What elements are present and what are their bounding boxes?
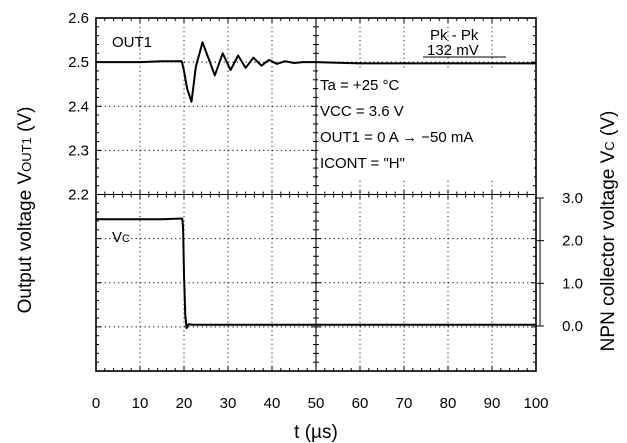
y-axis-title-right: NPN collector voltage VC (V) <box>598 111 619 352</box>
y-tick-label-upper: 2.4 <box>68 98 89 115</box>
annotation-box <box>318 68 534 180</box>
x-tick-labels: 0 10 20 30 40 50 60 70 80 90 100 <box>92 395 549 412</box>
annotation-icont: ICONT = "H" <box>320 155 405 172</box>
x-tick-label: 40 <box>264 395 281 412</box>
y-tick-labels-lower: 3.0 2.0 1.0 0.0 <box>562 190 583 335</box>
y-tick-label-upper: 2.6 <box>68 10 89 27</box>
trace-vc <box>96 217 536 330</box>
y-tick-label-lower: 1.0 <box>562 275 583 292</box>
x-tick-label: 0 <box>92 395 100 412</box>
x-tick-label: 30 <box>220 395 237 412</box>
x-tick-label: 70 <box>396 395 413 412</box>
x-tick-label: 80 <box>440 395 457 412</box>
x-tick-label: 100 <box>523 395 548 412</box>
x-tick-label: 60 <box>352 395 369 412</box>
y-tick-label-upper: 2.5 <box>68 54 89 71</box>
y-tick-labels-upper: 2.6 2.5 2.4 2.3 2.2 <box>68 10 89 204</box>
x-tick-label: 50 <box>308 395 325 412</box>
y-axis-title-left: Output voltage VOUT1 (V) <box>15 107 36 314</box>
series-label-vc: VC <box>112 229 130 246</box>
y-tick-label-lower: 3.0 <box>562 190 583 207</box>
pkpk-value: 132 mV <box>427 42 479 59</box>
x-tick-label: 10 <box>132 395 149 412</box>
y-tick-label-lower: 2.0 <box>562 233 583 250</box>
annotation-out1: OUT1 = 0 A → −50 mA <box>320 129 473 146</box>
annotation-vcc: VCC = 3.6 V <box>320 103 404 120</box>
pkpk-label: Pk - Pk <box>430 27 479 44</box>
series-label-out1: OUT1 <box>112 34 152 51</box>
annotation-ta: Ta = +25 °C <box>320 77 400 94</box>
x-axis-title: t (µs) <box>294 422 338 443</box>
x-tick-label: 90 <box>484 395 501 412</box>
x-tick-label: 20 <box>176 395 193 412</box>
y-tick-label-lower: 0.0 <box>562 318 583 335</box>
y-tick-label-upper: 2.2 <box>68 187 89 204</box>
trace-vout1 <box>96 41 536 103</box>
y-tick-label-upper: 2.3 <box>68 142 89 159</box>
